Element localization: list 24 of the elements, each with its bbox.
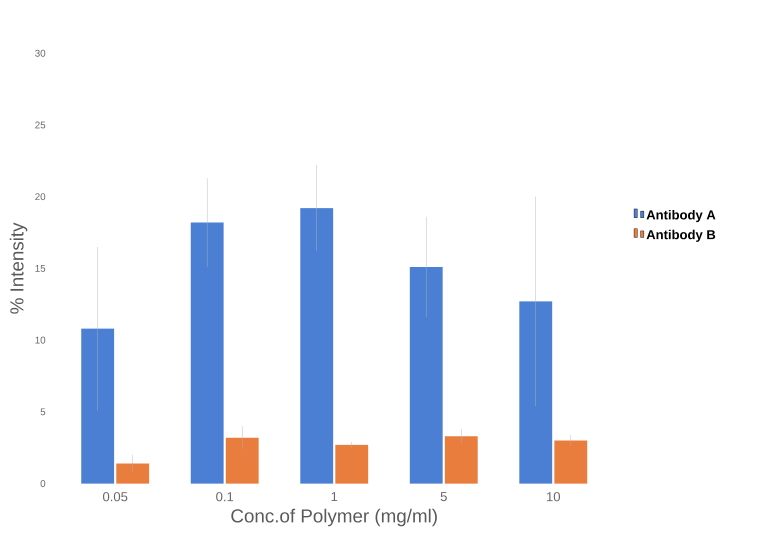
- bar: [410, 266, 443, 484]
- legend-label: Antibody A: [646, 210, 716, 222]
- x-tick-label: 1: [332, 492, 338, 501]
- y-tick-label: 0: [40, 480, 46, 487]
- bar: [554, 440, 588, 484]
- legend-label: Antibody B: [646, 230, 716, 242]
- bar: [444, 436, 478, 484]
- bar: [226, 438, 259, 484]
- y-tick-label: 30: [35, 50, 46, 57]
- bar: [190, 222, 224, 484]
- bar: [116, 463, 150, 484]
- bar: [300, 208, 334, 484]
- x-tick-label: 10: [547, 492, 560, 502]
- y-tick-label: 5: [40, 408, 46, 416]
- bar: [335, 444, 368, 484]
- x-tick-label: 0.05: [103, 492, 128, 502]
- y-tick-label: 15: [36, 264, 46, 272]
- y-axis-title: % Intensity: [10, 222, 28, 314]
- x-axis-title: Conc.of Polymer (mg/ml): [231, 508, 437, 526]
- y-tick-label: 25: [35, 121, 46, 128]
- x-tick-label: 0.1: [216, 492, 234, 502]
- y-tick-label: 10: [36, 336, 46, 344]
- y-tick-label: 20: [35, 193, 46, 200]
- x-tick-label: 5: [440, 492, 447, 502]
